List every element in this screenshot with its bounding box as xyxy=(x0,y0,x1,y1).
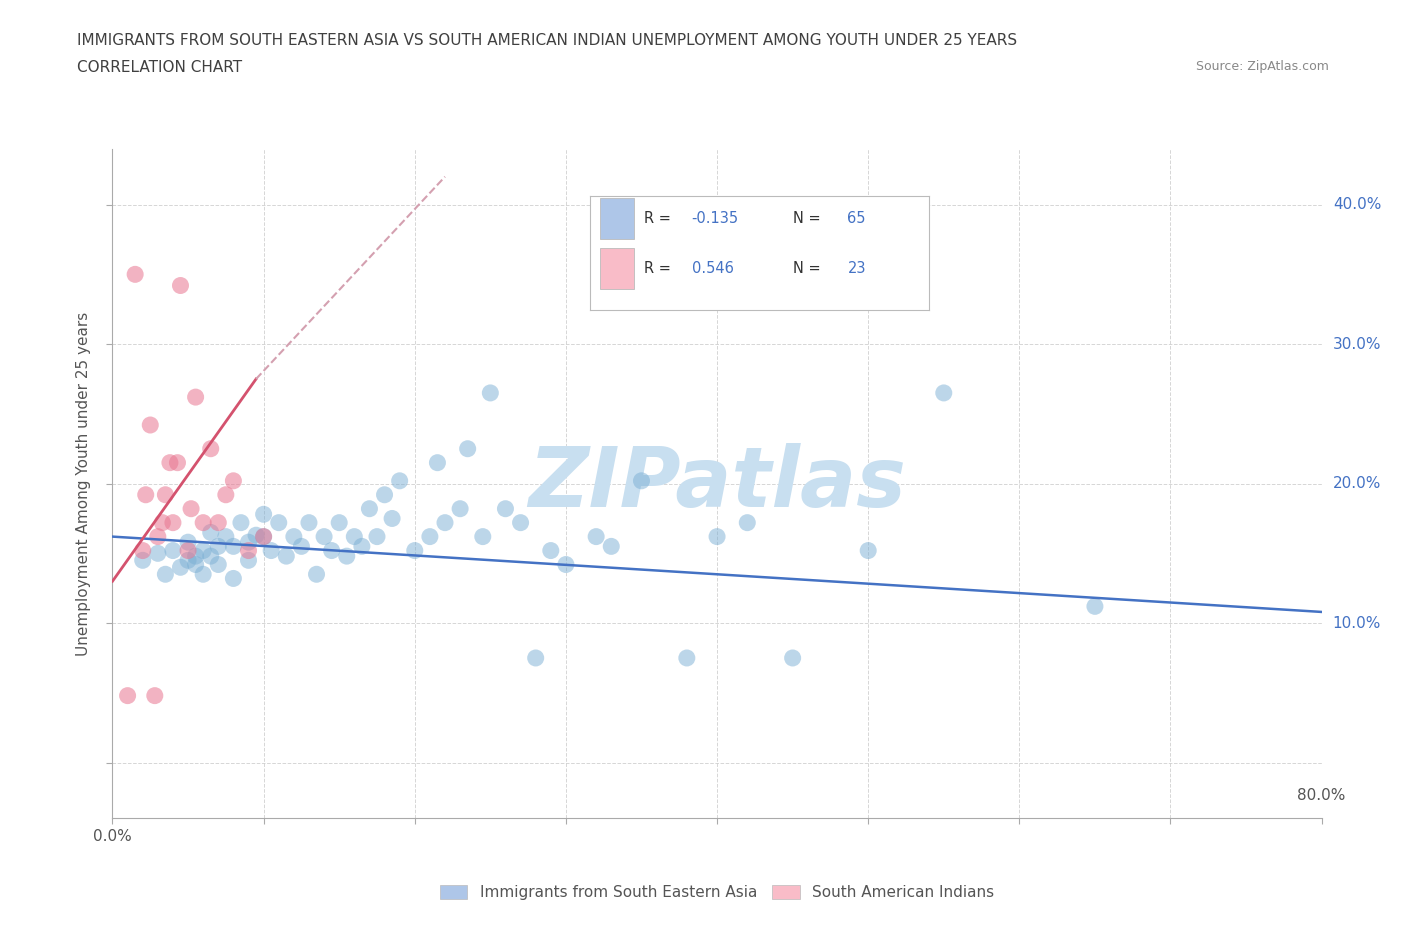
Point xyxy=(132,543,155,558)
Point xyxy=(159,455,181,470)
Point xyxy=(191,543,214,558)
Point xyxy=(457,442,479,457)
Point xyxy=(245,528,267,543)
Point xyxy=(238,543,260,558)
Point xyxy=(177,543,200,558)
Point xyxy=(169,560,191,575)
Point xyxy=(856,543,880,558)
Point xyxy=(540,543,562,558)
Point xyxy=(305,566,328,582)
Point xyxy=(471,529,494,544)
Point xyxy=(132,552,155,567)
Point xyxy=(253,529,276,544)
Point xyxy=(150,515,173,530)
Point xyxy=(177,535,200,550)
Point xyxy=(328,515,350,530)
Point xyxy=(191,566,214,582)
Point xyxy=(215,529,238,544)
Point xyxy=(222,571,245,586)
Point xyxy=(200,525,222,539)
Point xyxy=(350,539,373,554)
Point xyxy=(782,651,804,666)
Point xyxy=(737,515,759,530)
Point xyxy=(191,515,214,530)
Point xyxy=(283,529,305,544)
Point xyxy=(388,473,411,488)
Text: 30.0%: 30.0% xyxy=(1333,337,1381,352)
Text: Source: ZipAtlas.com: Source: ZipAtlas.com xyxy=(1195,60,1329,73)
Point xyxy=(366,529,388,544)
Text: 20.0%: 20.0% xyxy=(1333,476,1381,491)
Point xyxy=(585,529,607,544)
Point xyxy=(479,386,502,401)
Point xyxy=(162,515,184,530)
Point xyxy=(426,455,449,470)
Point xyxy=(276,549,298,564)
Point xyxy=(117,688,139,703)
Y-axis label: Unemployment Among Youth under 25 years: Unemployment Among Youth under 25 years xyxy=(76,312,91,656)
Point xyxy=(207,515,229,530)
Point xyxy=(675,651,697,666)
Point xyxy=(600,539,623,554)
Point xyxy=(449,501,471,516)
Point xyxy=(495,501,517,516)
Point xyxy=(253,529,276,544)
Point xyxy=(139,418,162,432)
Legend: Immigrants from South Eastern Asia, South American Indians: Immigrants from South Eastern Asia, Sout… xyxy=(436,881,998,905)
Point xyxy=(229,515,252,530)
Point xyxy=(222,473,245,488)
Point xyxy=(359,501,381,516)
Point xyxy=(404,543,426,558)
Point xyxy=(207,557,229,572)
Point xyxy=(135,487,157,502)
Point xyxy=(200,549,222,564)
Text: IMMIGRANTS FROM SOUTH EASTERN ASIA VS SOUTH AMERICAN INDIAN UNEMPLOYMENT AMONG Y: IMMIGRANTS FROM SOUTH EASTERN ASIA VS SO… xyxy=(77,33,1018,47)
Point xyxy=(321,543,343,558)
Point xyxy=(260,543,283,558)
Point xyxy=(169,278,191,293)
Point xyxy=(524,651,547,666)
Point xyxy=(215,487,238,502)
Text: 80.0%: 80.0% xyxy=(1298,788,1346,803)
Text: ZIPatlas: ZIPatlas xyxy=(529,443,905,525)
Point xyxy=(336,549,359,564)
Point xyxy=(207,539,229,554)
Point xyxy=(238,552,260,567)
Point xyxy=(706,529,728,544)
Point xyxy=(180,501,202,516)
Point xyxy=(419,529,441,544)
Point xyxy=(290,539,312,554)
Point xyxy=(155,487,177,502)
Point xyxy=(267,515,290,530)
Point xyxy=(184,549,207,564)
Point xyxy=(374,487,396,502)
Point xyxy=(146,529,169,544)
Text: 10.0%: 10.0% xyxy=(1333,616,1381,631)
Point xyxy=(433,515,456,530)
Point xyxy=(177,552,200,567)
Text: 40.0%: 40.0% xyxy=(1333,197,1381,212)
Point xyxy=(314,529,336,544)
Point xyxy=(184,557,207,572)
Point xyxy=(630,473,652,488)
Point xyxy=(1084,599,1107,614)
Point xyxy=(143,688,166,703)
Point xyxy=(155,566,177,582)
Point xyxy=(124,267,146,282)
Text: CORRELATION CHART: CORRELATION CHART xyxy=(77,60,242,75)
Point xyxy=(222,539,245,554)
Point xyxy=(298,515,321,530)
Point xyxy=(166,455,188,470)
Point xyxy=(184,390,207,405)
Point xyxy=(343,529,366,544)
Point xyxy=(554,557,576,572)
Point xyxy=(146,546,169,561)
Point xyxy=(200,442,222,457)
Point xyxy=(253,507,276,522)
Point xyxy=(162,543,184,558)
Point xyxy=(932,386,955,401)
Point xyxy=(509,515,531,530)
Point xyxy=(238,535,260,550)
Point xyxy=(381,512,404,526)
